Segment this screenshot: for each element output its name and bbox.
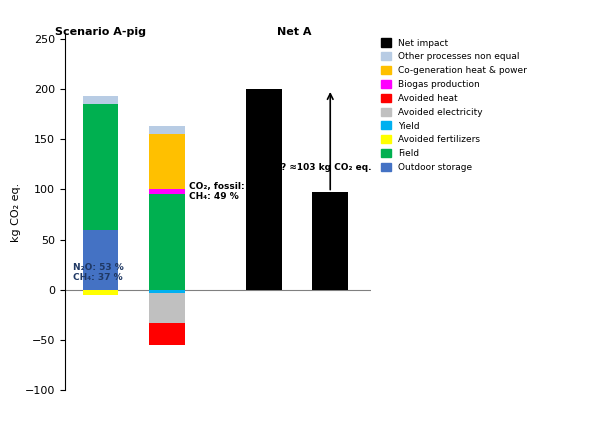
Bar (149, 323, 185, 345)
Text: ? ≈103 kg CO₂ eq.: ? ≈103 kg CO₂ eq. (281, 163, 372, 173)
Bar (149, 290, 185, 293)
Bar (149, 293, 185, 323)
Legend: Net impact, Other processes non equal, Co-generation heat & power, Biogas produc: Net impact, Other processes non equal, C… (382, 39, 527, 172)
Bar (246, 89, 282, 290)
Bar (312, 192, 348, 290)
Bar (82, 229, 118, 290)
Bar (149, 190, 185, 195)
Bar (149, 126, 185, 134)
Text: CH₄: 49 %: CH₄: 49 % (189, 192, 239, 201)
Text: CO₂, fossil: 44 %: CO₂, fossil: 44 % (189, 182, 273, 191)
Y-axis label: kg CO₂ eq.: kg CO₂ eq. (11, 182, 21, 242)
Text: N₂O: 53 %: N₂O: 53 % (73, 263, 124, 272)
Text: Net A: Net A (277, 27, 312, 37)
Bar (82, 290, 118, 295)
Bar (82, 96, 118, 104)
Bar (149, 195, 185, 290)
Text: CH₄: 37 %: CH₄: 37 % (73, 273, 123, 282)
Bar (82, 104, 118, 229)
Text: Scenario A-pig: Scenario A-pig (55, 27, 146, 37)
Bar (149, 134, 185, 190)
